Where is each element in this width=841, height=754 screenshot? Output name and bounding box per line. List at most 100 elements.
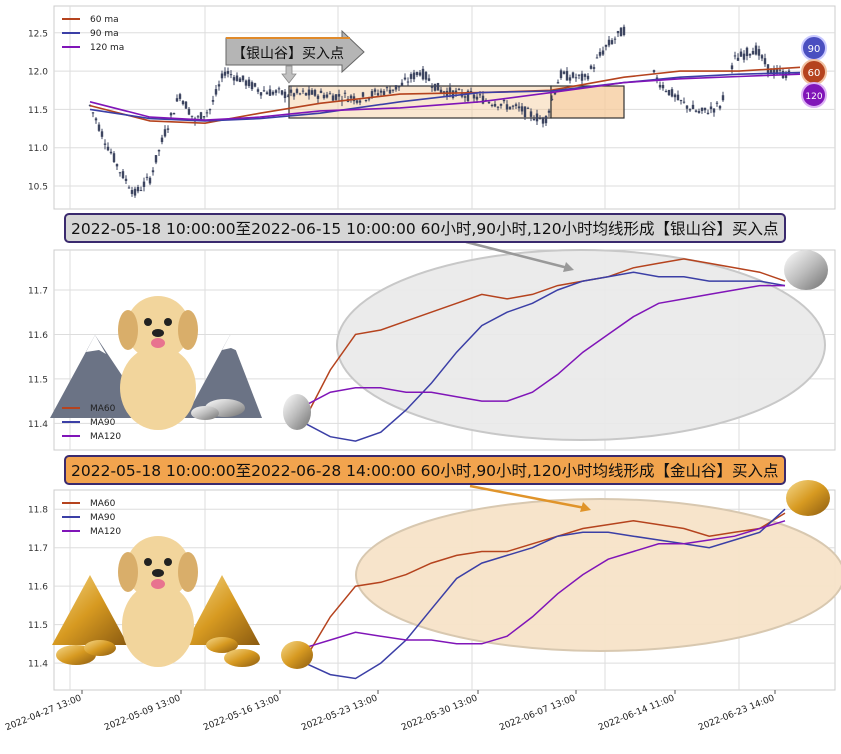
candle-body — [538, 118, 542, 120]
candle-body — [370, 91, 374, 97]
candle-body — [274, 90, 278, 93]
candle-body — [523, 106, 527, 118]
candle-body — [301, 90, 305, 92]
gold-pyramid-left — [52, 575, 128, 645]
mid-line-ma90 — [304, 271, 786, 442]
candle-body — [466, 90, 470, 101]
candle-body — [385, 87, 389, 89]
candle-body — [748, 53, 752, 56]
candle-body — [337, 94, 341, 97]
candle-body — [541, 117, 545, 124]
candle-body — [739, 51, 743, 57]
top-legend: 60 ma 90 ma 120 ma — [62, 15, 124, 53]
candle-body — [439, 89, 443, 94]
gold-valley-ellipse — [355, 498, 841, 652]
x-tick-label: 2022-05-16 13:00 — [202, 693, 281, 733]
candle-body — [184, 101, 188, 109]
candle-body — [673, 94, 677, 98]
candle-body — [379, 90, 383, 93]
x-tick-label: 2022-06-23 14:00 — [697, 693, 776, 733]
candle-body — [556, 82, 560, 84]
candle-body — [613, 38, 617, 40]
candle-body — [559, 70, 563, 79]
candle-body — [382, 91, 386, 96]
candle-body — [577, 74, 581, 76]
candle-body — [475, 96, 479, 100]
candle-body — [373, 89, 377, 92]
candle-body — [718, 106, 722, 109]
bottom-panel: 11.411.511.611.711.8 MA60 M — [4, 480, 841, 733]
candle-body — [733, 55, 737, 57]
candle-body — [496, 106, 500, 108]
silver-illustration — [50, 250, 828, 430]
legend-label-60: 60 ma — [90, 15, 119, 25]
bot-line-ma90 — [304, 508, 786, 680]
gold-valley-banner: 2022-05-18 10:00:00至2022-06-28 14:00:00 … — [64, 455, 786, 485]
bot-ytick-label: 11.8 — [28, 506, 48, 516]
candle-body — [679, 100, 683, 102]
dog-eye-right — [164, 318, 172, 326]
top-line-ma60 — [89, 66, 801, 125]
candle-body — [622, 26, 626, 36]
candle-body — [265, 92, 269, 95]
candle-body — [289, 89, 293, 93]
candle-body — [376, 93, 380, 96]
legend-label-90: 90 ma — [90, 29, 119, 39]
candle-body — [91, 112, 95, 114]
bottom-y-ticks: 11.4 11.5 11.6 11.7 11.8 — [28, 506, 48, 670]
candle-body — [508, 106, 512, 110]
gold-ingot-2 — [84, 640, 116, 656]
candle-body — [418, 72, 422, 76]
candle-body — [145, 176, 149, 178]
gold-dog-eye-right — [164, 558, 172, 566]
candle-body — [253, 83, 257, 87]
bot-legend-label-120: MA120 — [90, 527, 121, 537]
candle-body — [223, 71, 227, 76]
gold-dog-body — [122, 583, 194, 667]
gold-ingot-left-marker — [281, 641, 313, 669]
candle-body — [298, 93, 302, 95]
candle-body — [712, 108, 716, 113]
gold-ingot-3 — [206, 637, 238, 653]
candle-body — [202, 116, 206, 118]
candle-body — [586, 75, 590, 80]
candle-body — [532, 118, 536, 121]
candle-body — [349, 95, 353, 99]
candle-body — [106, 146, 110, 151]
candle-body — [529, 111, 533, 117]
dog-tongue — [151, 338, 165, 348]
candle-body — [127, 187, 131, 189]
candle-body — [493, 103, 497, 107]
candle-body — [448, 87, 452, 95]
badge-90-label: 90 — [808, 44, 821, 55]
gold-dog-eye-left — [144, 558, 152, 566]
dog-nose — [152, 329, 164, 337]
gold-illustration — [52, 480, 830, 669]
candle-body — [499, 103, 503, 106]
candle-body — [187, 108, 191, 115]
candle-body — [283, 91, 287, 99]
mid-line-ma120 — [304, 284, 785, 407]
mid-legend-label-60: MA60 — [90, 404, 116, 414]
candle-body — [676, 94, 680, 101]
candle-body — [259, 92, 263, 96]
candle-body — [565, 70, 569, 81]
candle-body — [757, 49, 761, 56]
candle-body — [121, 171, 125, 179]
gold-dog-ear-left — [118, 552, 138, 592]
gold-pyramid-right — [185, 575, 260, 645]
candle-body — [754, 45, 758, 55]
candle-body — [403, 77, 407, 80]
candle-body — [736, 57, 740, 61]
candlesticks — [88, 24, 791, 198]
candle-body — [361, 92, 365, 97]
candle-body — [136, 186, 140, 192]
candle-body — [433, 83, 437, 91]
candle-body — [139, 190, 143, 192]
candle-body — [661, 85, 665, 89]
candle-body — [469, 91, 473, 93]
candle-body — [322, 94, 326, 99]
candle-body — [247, 79, 251, 87]
candle-body — [304, 92, 308, 96]
